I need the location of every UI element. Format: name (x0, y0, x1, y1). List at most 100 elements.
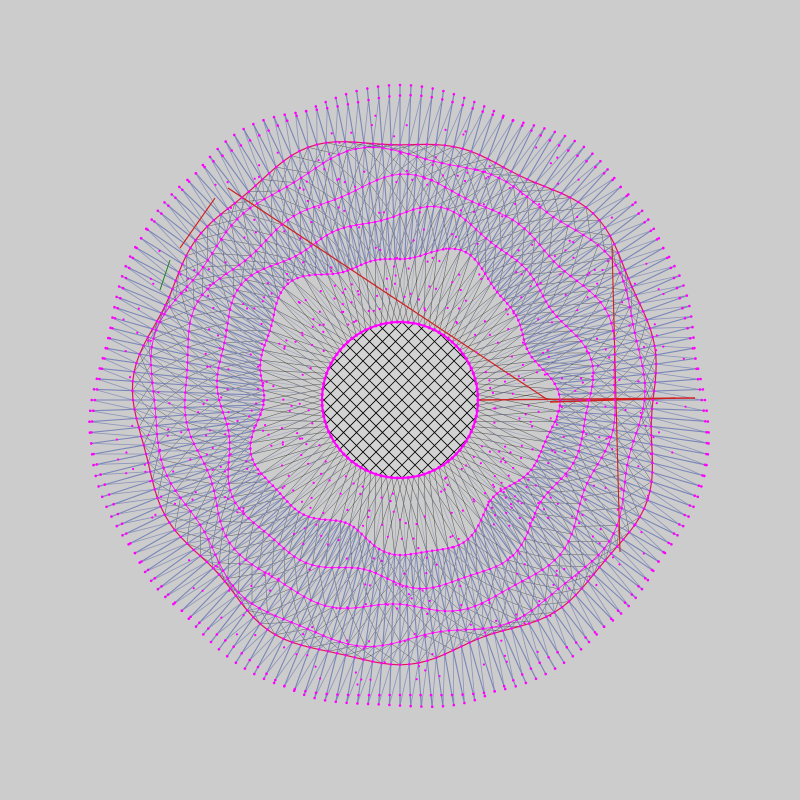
graph-node (380, 323, 383, 326)
graph-node (520, 544, 523, 547)
graph-node (523, 227, 526, 230)
graph-node (157, 441, 160, 444)
graph-node (251, 563, 254, 566)
graph-node (572, 462, 575, 465)
graph-node (458, 194, 461, 197)
graph-node (339, 607, 342, 610)
graph-node (258, 526, 261, 529)
graph-node (244, 559, 247, 562)
graph-node (563, 270, 566, 273)
graph-node (286, 219, 289, 222)
graph-node (299, 211, 302, 214)
graph-node (368, 222, 371, 225)
graph-node (499, 624, 502, 627)
graph-node (440, 206, 443, 209)
graph-node (396, 320, 399, 323)
graph-node (424, 253, 427, 256)
graph-node (580, 340, 583, 343)
graph-node (624, 269, 627, 272)
graph-node (294, 508, 297, 511)
graph-node (571, 577, 574, 580)
graph-node (194, 517, 197, 520)
graph-node (467, 435, 470, 438)
graph-node (316, 143, 319, 146)
graph-node (458, 348, 461, 351)
graph-node (471, 200, 474, 203)
radial-spoke (475, 606, 476, 629)
graph-node (467, 362, 470, 365)
graph-node (289, 258, 292, 261)
graph-node (480, 233, 483, 236)
graph-node (700, 399, 703, 402)
graph-node (361, 223, 364, 226)
graph-node (203, 462, 206, 465)
graph-node (436, 609, 439, 612)
graph-node (407, 476, 410, 479)
graph-node (575, 518, 578, 521)
graph-node (552, 216, 555, 219)
graph-node (487, 158, 490, 161)
graph-node (331, 566, 334, 569)
graph-node (503, 298, 506, 301)
graph-node (575, 641, 578, 644)
graph-node (354, 148, 357, 151)
graph-node (592, 573, 595, 576)
graph-node (174, 299, 177, 302)
graph-node (477, 263, 480, 266)
graph-node (338, 153, 341, 156)
graph-node (133, 408, 136, 411)
graph-node (484, 695, 487, 698)
graph-node (457, 578, 460, 581)
graph-node (378, 548, 381, 551)
graph-node (359, 331, 362, 334)
graph-node (484, 272, 487, 275)
graph-node (465, 357, 468, 360)
graph-node (197, 300, 200, 303)
graph-node (404, 258, 407, 261)
graph-node (444, 144, 447, 147)
graph-node (212, 567, 215, 570)
graph-node (350, 337, 353, 340)
graph-node (203, 531, 206, 534)
graph-node (197, 273, 200, 276)
graph-node (348, 523, 351, 526)
graph-node (689, 504, 692, 507)
graph-node (229, 489, 232, 492)
graph-node (647, 579, 650, 582)
graph-node (558, 265, 561, 268)
graph-node (451, 190, 454, 193)
graph-node (528, 622, 531, 625)
graph-node (394, 258, 397, 261)
graph-node (282, 638, 285, 641)
radial-spoke (645, 382, 656, 383)
graph-node (399, 213, 402, 216)
graph-node (425, 587, 428, 590)
graph-node (133, 371, 136, 374)
graph-node (298, 150, 301, 153)
graph-node (528, 352, 531, 355)
graph-node (351, 268, 354, 271)
graph-node (476, 572, 479, 575)
graph-node (517, 223, 520, 226)
graph-node (211, 482, 214, 485)
graph-node (314, 273, 317, 276)
graph-node (521, 580, 524, 583)
graph-node (655, 363, 658, 366)
graph-node (331, 606, 334, 609)
graph-node (245, 278, 248, 281)
graph-node (192, 279, 195, 282)
graph-node (622, 280, 625, 283)
graph-node (381, 143, 384, 146)
graph-node (296, 591, 299, 594)
graph-node (219, 277, 222, 280)
graph-node (627, 297, 630, 300)
graph-node (457, 544, 460, 547)
graph-node (174, 489, 177, 492)
graph-node (390, 663, 393, 666)
graph-node (485, 206, 488, 209)
graph-node (278, 543, 281, 546)
graph-node (591, 385, 594, 388)
graph-node (153, 399, 156, 402)
graph-node (559, 399, 562, 402)
